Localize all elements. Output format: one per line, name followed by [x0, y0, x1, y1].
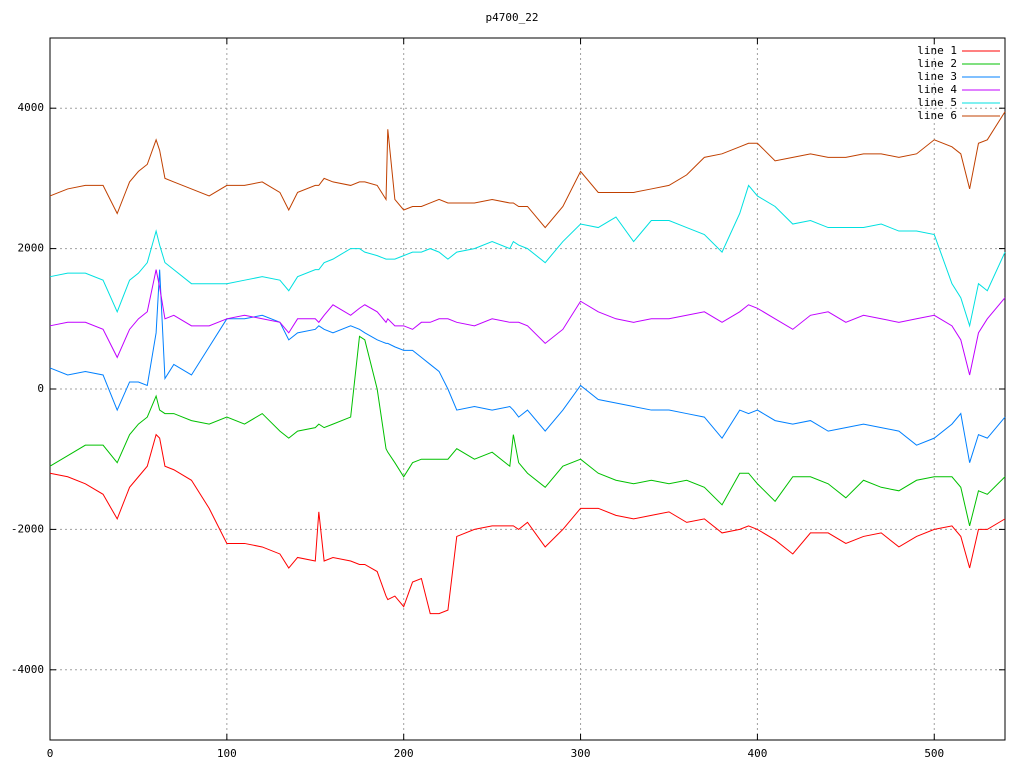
- data-line: [49, 111, 1006, 229]
- legend-label: line 6: [917, 109, 957, 122]
- data-line: [49, 335, 1006, 527]
- x-tick-label: 300: [571, 747, 591, 760]
- x-tick-label: 0: [47, 747, 54, 760]
- chart-title: p4700_22: [486, 11, 539, 24]
- data-line: [49, 184, 1006, 328]
- y-tick-label: -4000: [11, 663, 44, 676]
- legend-label: line 5: [917, 96, 957, 109]
- legend-label: line 4: [917, 83, 957, 96]
- y-tick-label: 4000: [18, 101, 45, 114]
- legend-label: line 1: [917, 44, 957, 57]
- legend-label: line 3: [917, 70, 957, 83]
- x-tick-label: 500: [924, 747, 944, 760]
- y-tick-label: 0: [37, 382, 44, 395]
- plot-frame: [49, 37, 1006, 741]
- data-line: [49, 269, 1006, 376]
- y-tick-label: 2000: [18, 242, 45, 255]
- x-tick-label: 400: [747, 747, 767, 760]
- y-tick-label: -2000: [11, 522, 44, 535]
- x-tick-label: 100: [217, 747, 237, 760]
- legend-label: line 2: [917, 57, 957, 70]
- x-tick-label: 200: [394, 747, 414, 760]
- data-line: [49, 269, 1006, 463]
- data-line: [49, 433, 1006, 615]
